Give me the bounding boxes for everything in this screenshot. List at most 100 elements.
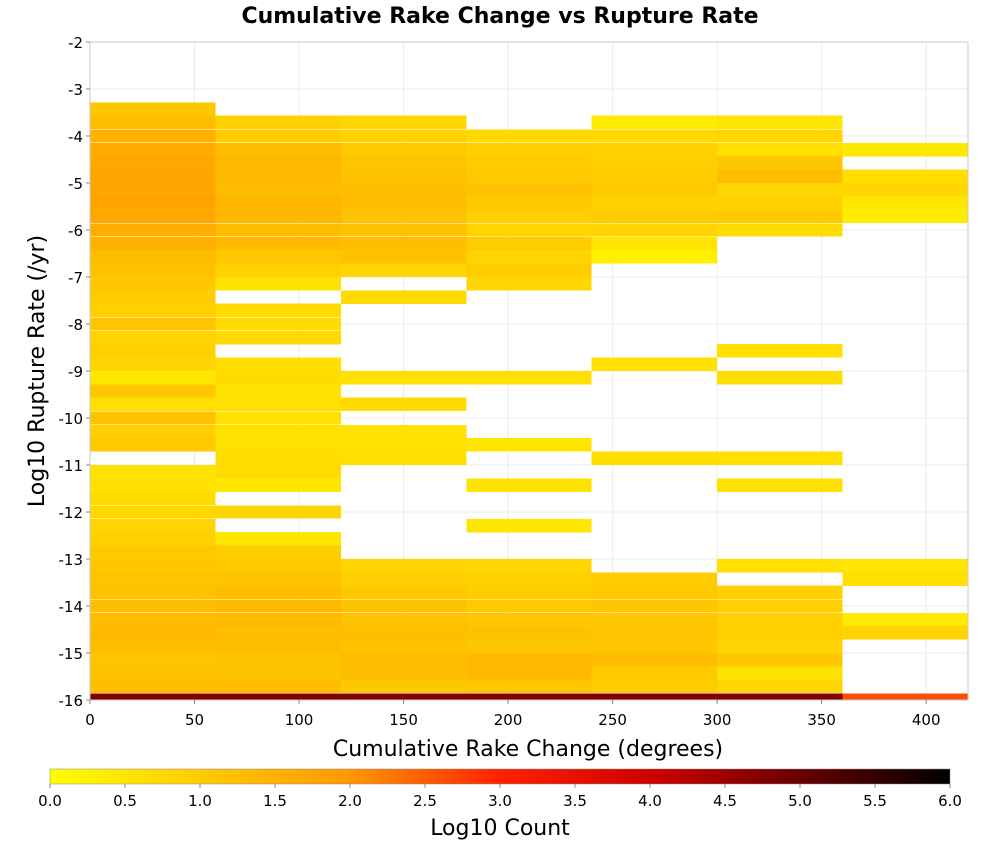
heatmap-cell <box>591 572 718 586</box>
y-tick-label: -9 <box>68 363 83 381</box>
heatmap-cell <box>466 438 592 452</box>
colorbar-tick-label: 1.0 <box>188 792 212 810</box>
heatmap-cell <box>90 545 216 560</box>
heatmap-cell <box>466 209 592 224</box>
heatmap-cell <box>717 639 843 654</box>
heatmap-cell <box>90 357 216 372</box>
heatmap-cell <box>340 451 467 466</box>
heatmap-cell <box>842 558 968 573</box>
heatmap-cell <box>215 384 341 398</box>
heatmap-cell <box>215 223 341 237</box>
heatmap-cell <box>90 182 216 197</box>
x-tick-label: 50 <box>185 711 204 729</box>
heatmap-cell <box>466 182 592 197</box>
heatmap-cell <box>717 115 843 130</box>
heatmap-cell <box>340 156 467 170</box>
heatmap-cell <box>591 357 718 372</box>
heatmap-cell <box>215 142 341 157</box>
heatmap-cell <box>591 693 718 700</box>
heatmap-cell <box>842 626 968 640</box>
colorbar-tick-label: 4.0 <box>638 792 662 810</box>
heatmap-cell <box>215 612 341 627</box>
heatmap-cell <box>215 209 341 224</box>
heatmap-cell <box>340 424 467 439</box>
heatmap-cell <box>90 384 216 398</box>
heatmap-cell <box>340 612 467 627</box>
heatmap-cell <box>90 532 216 546</box>
heatmap-cells <box>90 102 968 700</box>
heatmap-cell <box>466 236 592 251</box>
heatmap-cell <box>717 196 843 210</box>
heatmap-cell <box>340 572 467 586</box>
heatmap-cell <box>215 585 341 600</box>
heatmap-cell <box>90 612 216 627</box>
heatmap-cell <box>90 424 216 439</box>
heatmap-cell <box>215 397 341 412</box>
heatmap-cell <box>591 639 718 654</box>
colorbar-tick-label: 3.5 <box>563 792 587 810</box>
heatmap-cell <box>215 639 341 654</box>
heatmap-cell <box>90 666 216 680</box>
heatmap-cell <box>466 679 592 694</box>
heatmap-cell <box>466 142 592 157</box>
heatmap-cell <box>340 250 467 264</box>
heatmap-cell <box>90 411 216 425</box>
x-tick-label: 150 <box>389 711 418 729</box>
heatmap-cell <box>340 679 467 694</box>
y-tick-label: -14 <box>59 598 84 616</box>
heatmap-cell <box>591 626 718 640</box>
heatmap-cell <box>591 169 718 184</box>
heatmap-cell <box>215 599 341 613</box>
y-tick-label: -4 <box>68 128 83 146</box>
heatmap-cell <box>842 693 968 700</box>
heatmap-cell <box>591 182 718 197</box>
heatmap-cell <box>466 558 592 573</box>
heatmap-cell <box>90 397 216 412</box>
colorbar-tick-label: 6.0 <box>938 792 962 810</box>
heatmap-cell <box>466 518 592 533</box>
x-tick-label: 400 <box>912 711 941 729</box>
heatmap-cell <box>90 263 216 278</box>
heatmap-cell <box>215 545 341 560</box>
heatmap-cell <box>717 451 843 466</box>
colorbar-tick-label: 4.5 <box>713 792 737 810</box>
heatmap-cell <box>90 652 216 667</box>
colorbar-label: Log10 Count <box>430 816 570 841</box>
heatmap-cell <box>215 411 341 425</box>
heatmap-cell <box>591 223 718 237</box>
x-tick-label: 300 <box>703 711 732 729</box>
heatmap-cell <box>215 693 341 700</box>
heatmap-cell <box>215 626 341 640</box>
heatmap-cell <box>842 612 968 627</box>
heatmap-cell <box>90 572 216 586</box>
heatmap-cell <box>717 182 843 197</box>
heatmap-cell <box>90 223 216 237</box>
heatmap-cell <box>717 142 843 157</box>
heatmap-cell <box>90 236 216 251</box>
heatmap-cell <box>90 303 216 318</box>
heatmap-cell <box>591 129 718 143</box>
heatmap-cell <box>90 344 216 358</box>
heatmap-cell <box>340 599 467 613</box>
heatmap-cell <box>717 478 843 492</box>
heatmap-cell <box>717 599 843 613</box>
heatmap-cell <box>591 585 718 600</box>
heatmap-cell <box>90 491 216 506</box>
heatmap-cell <box>842 169 968 184</box>
heatmap-cell <box>340 438 467 452</box>
heatmap-cell <box>215 250 341 264</box>
y-tick-label: -10 <box>59 410 84 428</box>
heatmap-cell <box>215 330 341 345</box>
heatmap-cell <box>717 156 843 170</box>
heatmap-cell <box>215 169 341 184</box>
heatmap-cell <box>466 156 592 170</box>
heatmap-cell <box>466 223 592 237</box>
heatmap-cell <box>90 478 216 492</box>
heatmap-cell <box>466 666 592 680</box>
y-tick-label: -16 <box>59 692 84 710</box>
heatmap-cell <box>340 626 467 640</box>
colorbar-tick-label: 1.5 <box>263 792 287 810</box>
heatmap-cell <box>90 129 216 143</box>
heatmap-cell <box>90 599 216 613</box>
